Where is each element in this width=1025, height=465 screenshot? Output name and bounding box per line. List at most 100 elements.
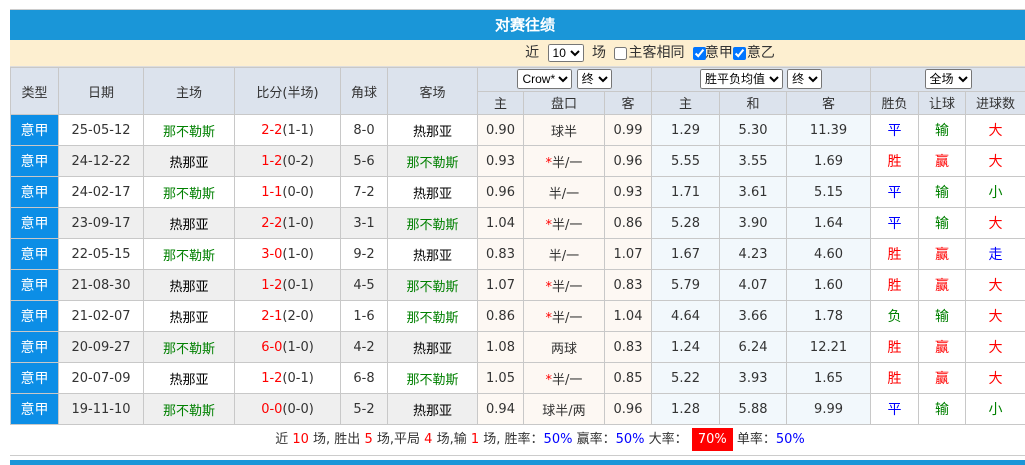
corner-cell: 3-1: [340, 207, 388, 239]
away-team-cell[interactable]: 那不勒斯: [387, 207, 478, 239]
date-cell: 21-02-07: [58, 300, 144, 332]
ah-home-odds: 0.90: [477, 114, 524, 146]
result-scope-select[interactable]: 全场: [924, 69, 972, 90]
eu-away-odds: 5.15: [786, 176, 872, 208]
eu-stage-select[interactable]: 终: [787, 69, 823, 90]
date-cell: 25-05-12: [58, 114, 144, 146]
win-loss-cell: 平: [870, 393, 920, 425]
corner-cell: 1-6: [340, 300, 388, 332]
eu-type-select[interactable]: 胜平负均值: [699, 69, 783, 90]
league-cell[interactable]: 意甲: [10, 145, 59, 177]
summary-draws: 4: [424, 432, 433, 447]
ah-line: 半/一: [548, 248, 580, 264]
league-cell[interactable]: 意甲: [10, 300, 59, 332]
eu-away-odds: 1.78: [786, 300, 872, 332]
corner-cell: 5-6: [340, 145, 388, 177]
home-team-cell[interactable]: 热那亚: [143, 145, 235, 177]
ah-line: 半/一: [552, 155, 583, 171]
table-row: 意甲 21-02-07 热那亚 2-1(2-0) 1-6 那不勒斯 0.86 *半/一 1.04…: [10, 300, 1025, 332]
ah-home-odds: 0.93: [477, 145, 524, 177]
league-cell[interactable]: 意甲: [10, 269, 59, 301]
score-cell: 3-0(1-0): [234, 238, 341, 270]
goals-result-cell: 大: [965, 362, 1025, 394]
away-team-cell[interactable]: 热那亚: [387, 176, 478, 208]
summary-text: 单率：: [736, 432, 776, 447]
corner-cell: 4-2: [340, 331, 388, 363]
away-team-cell[interactable]: 热那亚: [387, 238, 478, 270]
win-loss-cell: 平: [870, 176, 920, 208]
date-cell: 24-12-22: [58, 145, 144, 177]
score-cell: 0-0(0-0): [234, 393, 341, 425]
win-loss-cell: 平: [870, 114, 920, 146]
league-cell[interactable]: 意甲: [10, 393, 59, 425]
league-cell[interactable]: 意甲: [10, 362, 59, 394]
goals-result-cell: 小: [965, 393, 1025, 425]
ah-selectors: Crow* 终: [476, 67, 653, 92]
home-team-cell[interactable]: 那不勒斯: [143, 176, 235, 208]
col-eu-away: 客: [786, 90, 872, 115]
league-cell[interactable]: 意甲: [10, 238, 59, 270]
summary-text: 赢率：: [576, 432, 616, 447]
ah-stage-select[interactable]: 终: [576, 69, 612, 90]
home-team-cell[interactable]: 热那亚: [143, 269, 235, 301]
away-team-cell[interactable]: 那不勒斯: [387, 300, 478, 332]
goals-result-cell: 走: [965, 238, 1025, 270]
win-loss-cell: 胜: [870, 238, 920, 270]
summary-text: 近: [275, 432, 289, 447]
col-date: 日期: [58, 67, 144, 115]
ah-company-select[interactable]: Crow*: [517, 69, 573, 90]
match-count-select[interactable]: 10: [547, 44, 584, 62]
away-team-cell[interactable]: 那不勒斯: [387, 269, 478, 301]
league2-checkbox[interactable]: [732, 46, 746, 60]
ah-line: 半/一: [552, 310, 583, 326]
league-cell[interactable]: 意甲: [10, 207, 59, 239]
win-loss-cell: 胜: [870, 362, 920, 394]
league-cell[interactable]: 意甲: [10, 114, 59, 146]
score-cell: 1-2(0-2): [234, 145, 341, 177]
home-team-cell[interactable]: 热那亚: [143, 362, 235, 394]
same-home-away-checkbox[interactable]: [614, 46, 628, 60]
away-team-cell[interactable]: 热那亚: [387, 114, 478, 146]
away-team-cell[interactable]: 那不勒斯: [387, 145, 478, 177]
eu-draw-odds: 5.30: [719, 114, 788, 146]
handicap-result-cell: 赢: [918, 269, 967, 301]
ah-star: *: [545, 310, 553, 326]
ah-star: *: [545, 155, 553, 171]
eu-draw-odds: 4.07: [719, 269, 788, 301]
half-time-score: (1-0): [282, 215, 314, 231]
league-cell[interactable]: 意甲: [10, 176, 59, 208]
date-cell: 20-09-27: [58, 331, 144, 363]
home-team-cell[interactable]: 那不勒斯: [143, 331, 235, 363]
ah-away-odds: 0.99: [603, 114, 653, 146]
league1-checkbox[interactable]: [692, 46, 706, 60]
half-time-score: (0-1): [282, 277, 314, 293]
goals-result-cell: 大: [965, 145, 1025, 177]
score-cell: 1-2(0-1): [234, 362, 341, 394]
goals-result-cell: 大: [965, 331, 1025, 363]
table-row: 意甲 20-07-09 热那亚 1-2(0-1) 6-8 那不勒斯 1.05 *半/一 0.85…: [10, 362, 1025, 394]
home-team-cell[interactable]: 那不勒斯: [143, 393, 235, 425]
ah-home-odds: 1.05: [477, 362, 524, 394]
handicap-result-cell: 赢: [918, 331, 967, 363]
win-loss-cell: 胜: [870, 145, 920, 177]
eu-home-odds: 5.22: [651, 362, 721, 394]
home-team-cell[interactable]: 热那亚: [143, 207, 235, 239]
home-team-cell[interactable]: 那不勒斯: [143, 238, 235, 270]
away-team-cell[interactable]: 热那亚: [387, 331, 478, 363]
eu-away-odds: 11.39: [786, 114, 872, 146]
away-team-cell[interactable]: 那不勒斯: [387, 362, 478, 394]
panel-title: 对赛往绩: [10, 10, 1025, 40]
full-time-score: 0-0: [261, 401, 283, 417]
home-team-cell[interactable]: 那不勒斯: [143, 114, 235, 146]
corner-cell: 7-2: [340, 176, 388, 208]
away-team-cell[interactable]: 热那亚: [387, 393, 478, 425]
eu-draw-odds: 5.88: [719, 393, 788, 425]
col-home: 主场: [143, 67, 235, 115]
ah-line: 球半: [550, 124, 577, 140]
table-row: 意甲 24-12-22 热那亚 1-2(0-2) 5-6 那不勒斯 0.93 *半/一 0.96…: [10, 145, 1025, 177]
league-cell[interactable]: 意甲: [10, 331, 59, 363]
goals-result-cell: 小: [965, 176, 1025, 208]
eu-home-odds: 5.79: [651, 269, 721, 301]
date-cell: 20-07-09: [58, 362, 144, 394]
home-team-cell[interactable]: 热那亚: [143, 300, 235, 332]
